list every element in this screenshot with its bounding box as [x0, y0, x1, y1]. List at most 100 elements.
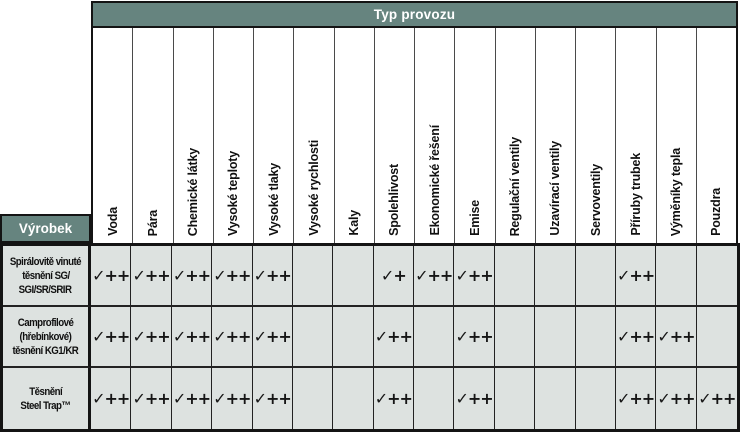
column-header-ekonomicke-reseni: Ekonomické řešení: [414, 28, 454, 243]
matrix-cell: ✓++: [131, 307, 172, 368]
check-mark: ✓++: [657, 327, 695, 346]
matrix-cell: ✓++: [91, 246, 132, 307]
column-header-para: Pára: [132, 28, 172, 243]
column-header-pouzdra: Pouzdra: [695, 28, 736, 243]
table-title-bar: Typ provozu: [91, 1, 738, 28]
column-header-voda: Voda: [93, 28, 132, 243]
column-header-vymeniky-tepla: Výměníky tepla: [655, 28, 696, 243]
matrix-cell: [535, 368, 576, 429]
matrix-cell: ✓++: [212, 307, 253, 368]
column-header-label: Uzavírací ventily: [548, 141, 563, 236]
products-header-cell: Výrobek: [0, 214, 91, 243]
column-header-vysoke-teploty: Vysoké teploty: [212, 28, 253, 243]
table-title: Typ provozu: [373, 7, 456, 22]
check-mark: ✓++: [132, 266, 170, 285]
matrix-cell: ✓++: [131, 246, 172, 307]
matrix-cell: [656, 246, 697, 307]
matrix-cell: [333, 307, 374, 368]
product-row-label: Camprofilové (hřebínkové) těsnění KG1/KR: [3, 307, 91, 368]
column-header-priruby-trubek: Příruby trubek: [615, 28, 655, 243]
column-header-label: Voda: [105, 207, 120, 236]
matrix-cell: [696, 307, 737, 368]
matrix-cell: ✓++: [252, 368, 293, 429]
column-header-emise: Emise: [454, 28, 494, 243]
matrix-cell: [333, 368, 374, 429]
matrix-cell: ✓++: [373, 368, 414, 429]
matrix-cell: ✓++: [131, 368, 172, 429]
check-mark: ✓++: [132, 389, 170, 408]
matrix-cell: [575, 368, 616, 429]
matrix-cell: ✓++: [91, 307, 132, 368]
product-label-line: Steel Trap™: [20, 399, 71, 412]
column-header-label: Chemické látky: [186, 147, 201, 236]
matrix-cell: ✓++: [696, 368, 737, 429]
check-mark: ✓++: [253, 266, 292, 285]
column-header-vysoke-rychlosti: Vysoké rychlosti: [293, 28, 333, 243]
column-header-label: Ekonomické řešení: [427, 125, 442, 236]
column-header-uzaviraci-ventily: Uzavírací ventily: [534, 28, 575, 243]
column-header-chemicke-latky: Chemické látky: [172, 28, 213, 243]
product-label-line: Spirálovitě vinuté: [9, 255, 82, 268]
matrix-cell: [292, 307, 334, 368]
product-label-line: těsnění SG/: [21, 269, 70, 282]
products-header-label: Výrobek: [18, 221, 73, 236]
check-mark: ✓++: [455, 389, 493, 408]
matrix-cell: ✓++: [414, 246, 455, 307]
column-header-spolehlivost: Spolehlivost: [373, 28, 414, 243]
column-header-label: Vysoké teploty: [226, 151, 241, 236]
column-header-label: Výměníky tepla: [669, 147, 684, 236]
column-header-vysoke-tlaky: Vysoké tlaky: [253, 28, 293, 243]
matrix-cell: ✓++: [171, 368, 213, 429]
matrix-cell: [535, 307, 576, 368]
check-mark: ✓++: [172, 327, 211, 346]
matrix-cell: ✓++: [656, 368, 697, 429]
matrix-cell: ✓++: [212, 246, 253, 307]
product-label-line: (hřebínkové): [19, 330, 72, 343]
matrix-cell: [414, 307, 455, 368]
check-mark: ✓++: [132, 327, 170, 346]
matrix-cell: ✓++: [615, 307, 657, 368]
matrix-cell: [494, 307, 536, 368]
matrix-cell: ✓++: [615, 368, 657, 429]
matrix-cell: [696, 246, 737, 307]
matrix-cell: ✓++: [212, 368, 253, 429]
matrix-cell: ✓++: [656, 307, 697, 368]
column-header-row: Voda Pára Chemické látky Vysoké teploty …: [91, 28, 738, 243]
column-header-label: Kaly: [347, 210, 362, 236]
product-label-line: Těsnění: [29, 385, 62, 398]
matrix-grid: Spirálovitě vinuté těsnění SG/ SGI/SR/SR…: [0, 243, 740, 432]
column-header-label: Pára: [145, 209, 160, 236]
column-header-label: Příruby trubek: [628, 153, 643, 236]
check-mark: ✓++: [253, 389, 292, 408]
product-label-line: těsnění KG1/KR: [12, 344, 79, 357]
matrix-cell: [292, 368, 334, 429]
matrix-cell: [414, 368, 455, 429]
check-mark: ✓++: [253, 327, 292, 346]
column-header-servoventily: Servoventily: [575, 28, 615, 243]
check-mark: ✓++: [374, 327, 413, 346]
check-mark: ✓++: [172, 266, 211, 285]
check-mark: ✓++: [92, 266, 130, 285]
check-mark: ✓++: [213, 327, 251, 346]
product-row-label: Těsnění Steel Trap™: [3, 368, 91, 429]
check-mark: ✓++: [657, 389, 695, 408]
product-label-line: Camprofilové: [17, 316, 74, 329]
matrix-cell: ✓++: [454, 246, 495, 307]
matrix-cell: ✓++: [454, 307, 495, 368]
matrix-cell: ✓++: [171, 246, 213, 307]
check-mark: ✓++: [616, 327, 655, 346]
matrix-cell: [535, 246, 576, 307]
matrix-cell: [494, 246, 536, 307]
matrix-cell: ✓++: [454, 368, 495, 429]
column-header-label: Emise: [467, 200, 482, 236]
column-header-label: Servoventily: [588, 164, 603, 236]
check-mark: ✓++: [415, 266, 453, 285]
matrix-cell: [494, 368, 536, 429]
check-mark: ✓++: [172, 389, 211, 408]
matrix-cell: ✓++: [91, 368, 132, 429]
check-mark: ✓++: [455, 266, 493, 285]
matrix-cell: ✓++: [252, 307, 293, 368]
column-header-label: Regulační ventily: [508, 136, 523, 236]
matrix-cell: [333, 246, 374, 307]
